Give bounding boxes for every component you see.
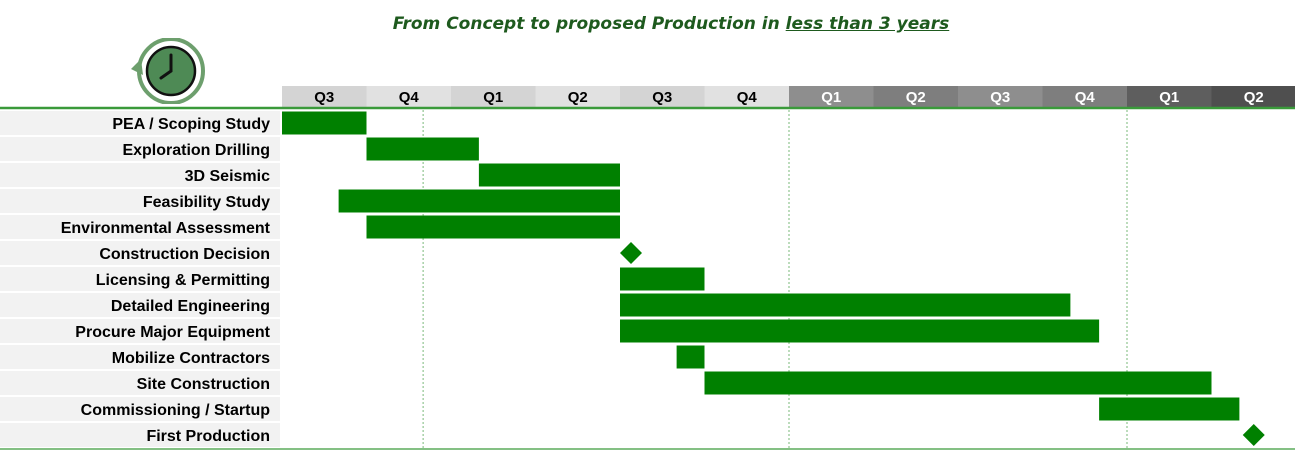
quarter-header-cell — [873, 86, 958, 107]
quarter-header-cell — [704, 86, 789, 107]
task-label: Feasibility Study — [143, 194, 270, 211]
quarter-header-cell — [958, 86, 1043, 107]
task-label: First Production — [146, 428, 270, 445]
task-label-band — [0, 163, 280, 187]
quarter-label: Q1 — [483, 89, 503, 106]
task-label-band — [0, 319, 280, 343]
quarter-label: Q3 — [990, 89, 1010, 106]
task-label: Detailed Engineering — [111, 298, 270, 315]
task-label-band — [0, 397, 280, 421]
quarter-header-cell — [620, 86, 705, 107]
task-bar — [366, 215, 620, 239]
task-label-band — [0, 137, 280, 161]
quarter-label: Q4 — [399, 89, 420, 106]
task-bar — [620, 293, 1071, 317]
quarter-label: Q1 — [821, 89, 841, 106]
quarter-header-cell — [451, 86, 536, 107]
task-label: Environmental Assessment — [61, 220, 271, 237]
quarter-header-cell — [1211, 86, 1295, 107]
task-label-band — [0, 423, 280, 447]
task-label: Exploration Drilling — [122, 142, 270, 159]
milestone-diamond — [619, 242, 642, 264]
quarter-header-cell — [1042, 86, 1127, 107]
quarter-header-cell — [789, 86, 874, 107]
task-bar — [1099, 397, 1240, 421]
quarter-label: Q2 — [568, 89, 588, 106]
task-label: 3D Seismic — [185, 168, 270, 185]
clock-icon — [131, 38, 205, 104]
task-label: Mobilize Contractors — [112, 350, 270, 367]
task-label: Site Construction — [137, 376, 270, 393]
task-label-band — [0, 215, 280, 239]
task-bar — [620, 267, 705, 291]
quarter-header-cell — [282, 86, 367, 107]
task-label-band — [0, 189, 280, 213]
task-bar — [620, 319, 1100, 343]
task-label-band — [0, 293, 280, 317]
task-label: Construction Decision — [99, 246, 270, 263]
chart-title-text: From Concept to proposed Production in — [392, 14, 786, 34]
task-bar — [366, 137, 479, 161]
milestone-diamond — [1242, 424, 1265, 446]
quarter-header-cell — [366, 86, 451, 107]
quarter-header-cell — [535, 86, 620, 107]
quarter-label: Q2 — [906, 89, 926, 106]
quarter-label: Q1 — [1159, 89, 1179, 106]
task-label: Licensing & Permitting — [96, 272, 270, 289]
task-bar — [676, 345, 705, 369]
chart-title: From Concept to proposed Production in l… — [0, 14, 1295, 34]
task-label-band — [0, 267, 280, 291]
quarter-label: Q4 — [737, 89, 758, 106]
quarter-header-cell — [1127, 86, 1212, 107]
task-bar — [338, 189, 620, 213]
task-label-band — [0, 345, 280, 369]
task-bar — [282, 111, 367, 135]
task-label: Procure Major Equipment — [75, 324, 270, 341]
quarter-label: Q3 — [652, 89, 672, 106]
chart-title-emphasis: less than 3 years — [785, 14, 950, 34]
task-label-band — [0, 111, 280, 135]
task-bar — [478, 163, 620, 187]
task-label-band — [0, 371, 280, 395]
quarter-label: Q3 — [314, 89, 334, 106]
task-label: PEA / Scoping Study — [112, 116, 270, 133]
task-bar — [704, 371, 1212, 395]
task-label-band — [0, 241, 280, 265]
quarter-label: Q2 — [1244, 89, 1264, 106]
quarter-label: Q4 — [1075, 89, 1096, 106]
task-label: Commissioning / Startup — [81, 402, 271, 419]
